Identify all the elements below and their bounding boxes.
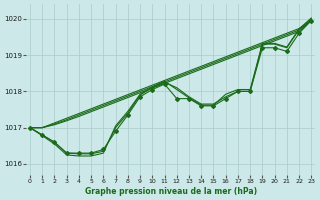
X-axis label: Graphe pression niveau de la mer (hPa): Graphe pression niveau de la mer (hPa) (84, 187, 257, 196)
